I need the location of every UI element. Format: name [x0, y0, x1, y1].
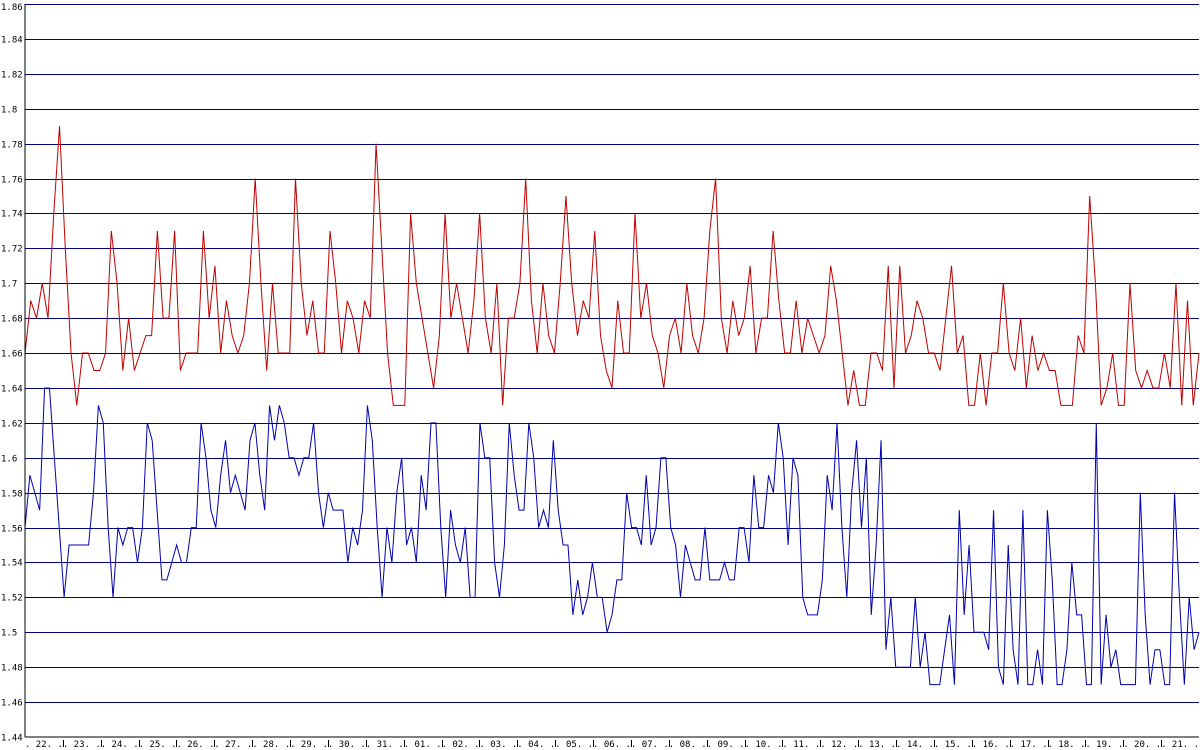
x-tick-label: . 01. .: [404, 740, 442, 750]
y-tick-label: 1.64: [1, 385, 23, 395]
y-tick-label: 1.78: [1, 141, 23, 151]
x-tick-label: . 13. .: [858, 740, 896, 750]
y-tick-label: 1.72: [1, 245, 23, 255]
x-tick-label: . 22. .: [25, 740, 63, 750]
grid-lines: [25, 4, 1199, 703]
y-axis-ticks: 1.44 1.46 1.48 1.5 1.52 1.54 1.56 1.58 1.6 1.62 1.…: [1, 3, 23, 744]
x-tick-label: . 25. .: [139, 740, 177, 750]
x-tick-label: . 03. .: [479, 740, 517, 750]
series-line-upper: [24, 126, 1200, 406]
x-tick-label: . 28. .: [252, 740, 290, 750]
series-lines: [24, 126, 1200, 686]
x-tick-label: . 24. .: [101, 740, 139, 750]
x-tick-label: . 19. .: [1085, 740, 1123, 750]
x-tick-label: . 30. .: [328, 740, 366, 750]
x-tick-label: . 11. .: [782, 740, 820, 750]
x-tick-label: . 08. .: [669, 740, 707, 750]
series-line-lower: [24, 387, 1200, 686]
y-tick-label: 1.6: [1, 455, 17, 465]
y-tick-label: 1.84: [1, 36, 23, 46]
y-tick-label: 1.8: [1, 106, 17, 116]
y-tick-label: 1.76: [1, 176, 23, 186]
y-tick-label: 1.58: [1, 490, 23, 500]
x-tick-label: . 17. .: [1010, 740, 1048, 750]
x-tick-label: . 16. .: [972, 740, 1010, 750]
x-tick-label: . 10. .: [745, 740, 783, 750]
x-tick-label: . 07. .: [631, 740, 669, 750]
x-tick-label: . 14. .: [896, 740, 934, 750]
y-tick-label: 1.46: [1, 699, 23, 709]
x-tick-label: . 26. .: [176, 740, 214, 750]
x-axis-ticks: . 22. .. 23. .. 24. .. 25. .. 26. .. 27.…: [25, 740, 1199, 750]
x-tick-label: . 12. .: [820, 740, 858, 750]
y-tick-label: 1.44: [1, 734, 23, 744]
x-tick-label: . 21. .: [1161, 740, 1199, 750]
x-tick-label: . 02. .: [442, 740, 480, 750]
y-tick-label: 1.48: [1, 664, 23, 674]
x-tick-label: . 20. .: [1123, 740, 1161, 750]
y-tick-label: 1.54: [1, 559, 23, 569]
x-tick-label: . 15. .: [934, 740, 972, 750]
y-tick-label: 1.7: [1, 280, 17, 290]
x-tick-label: . 06. .: [593, 740, 631, 750]
x-tick-label: . 31. .: [366, 740, 404, 750]
x-tick-label: . 04. .: [517, 740, 555, 750]
x-tick-label: . 18. .: [1047, 740, 1085, 750]
x-tick-label: . 27. .: [214, 740, 252, 750]
y-tick-label: 1.68: [1, 315, 23, 325]
y-tick-label: 1.56: [1, 525, 23, 535]
y-tick-label: 1.74: [1, 210, 23, 220]
y-tick-label: 1.66: [1, 350, 23, 360]
y-tick-label: 1.5: [1, 629, 17, 639]
y-tick-label: 1.62: [1, 420, 23, 430]
x-tick-label: . 23. .: [63, 740, 101, 750]
x-tick-label: . 05. .: [555, 740, 593, 750]
y-tick-label: 1.86: [1, 3, 23, 13]
y-tick-label: 1.52: [1, 594, 23, 604]
x-tick-label: . 29. .: [290, 740, 328, 750]
x-tick-label: . 09. .: [707, 740, 745, 750]
y-tick-label: 1.82: [1, 71, 23, 81]
